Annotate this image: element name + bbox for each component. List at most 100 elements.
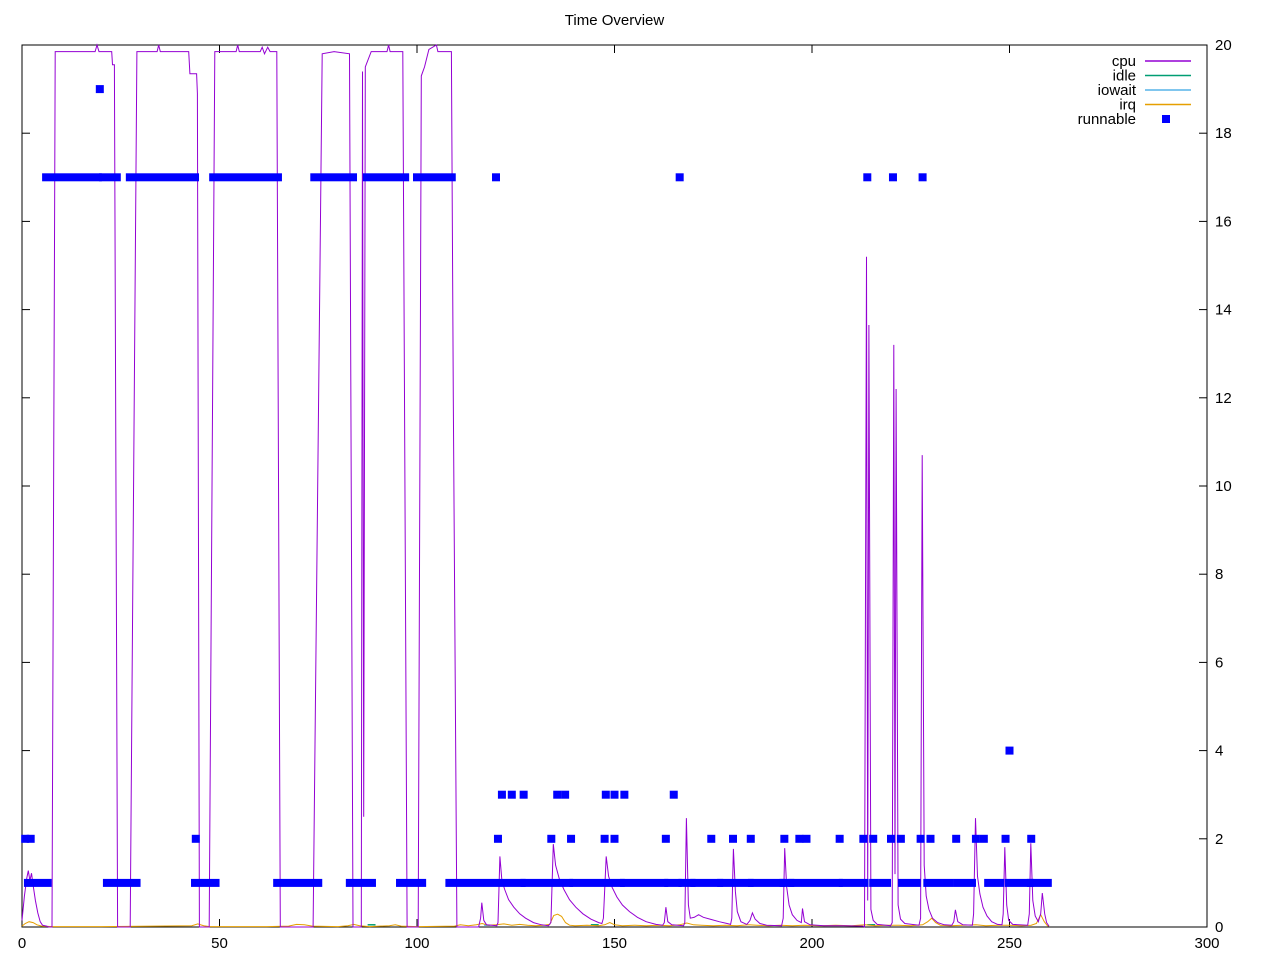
runnable-bar <box>102 878 141 887</box>
runnable-bar <box>747 878 786 887</box>
runnable-bar <box>445 878 526 887</box>
runnable-point <box>746 834 755 843</box>
runnable-point <box>888 173 897 182</box>
runnable-point <box>497 790 506 799</box>
runnable-point <box>561 790 570 799</box>
runnable-point <box>859 834 868 843</box>
runnable-bar <box>42 173 102 182</box>
runnable-bar <box>209 173 282 182</box>
runnable-point <box>780 834 789 843</box>
runnable-bar <box>690 878 724 887</box>
runnable-bar <box>569 878 625 887</box>
x-tick-label: 0 <box>18 935 26 952</box>
runnable-point <box>887 834 895 843</box>
y-tick-label: 18 <box>1215 125 1232 142</box>
runnable-point <box>835 834 844 843</box>
runnable-point <box>1027 834 1036 843</box>
runnable-bar <box>619 878 669 887</box>
y-tick-label: 2 <box>1215 831 1223 848</box>
runnable-bar <box>717 878 754 887</box>
runnable-bar <box>191 878 220 887</box>
runnable-bar <box>413 173 456 182</box>
runnable-point <box>707 834 716 843</box>
legend-label-cpu: cpu <box>1112 53 1136 70</box>
runnable-point <box>601 790 610 799</box>
runnable-point <box>952 834 961 843</box>
x-tick-label: 100 <box>404 935 429 952</box>
runnable-point <box>916 834 925 843</box>
runnable-point <box>610 834 619 843</box>
runnable-point <box>669 790 678 799</box>
runnable-bar <box>520 878 574 887</box>
runnable-bar <box>664 878 682 887</box>
runnable-point <box>795 834 804 843</box>
runnable-bar <box>98 173 121 182</box>
y-tick-label: 6 <box>1215 654 1223 671</box>
runnable-bar <box>310 173 358 182</box>
runnable-point <box>896 834 905 843</box>
plot-border <box>21 44 1208 928</box>
runnable-point <box>507 790 516 799</box>
legend-label-idle: idle <box>1113 68 1136 85</box>
runnable-bar <box>923 878 954 887</box>
runnable-point <box>620 790 629 799</box>
legend-label-runnable: runnable <box>1078 111 1136 128</box>
x-tick-label: 150 <box>602 935 627 952</box>
chart-title: Time Overview <box>564 12 665 29</box>
x-tick-label: 300 <box>1194 935 1219 952</box>
runnable-bar <box>779 878 795 887</box>
runnable-point <box>493 834 502 843</box>
runnable-bar <box>953 878 976 887</box>
runnable-bar <box>345 878 376 887</box>
runnable-bar <box>125 173 200 182</box>
runnable-point <box>926 834 935 843</box>
y-tick-label: 4 <box>1215 743 1223 760</box>
irq-line <box>21 913 1050 928</box>
runnable-bar <box>838 878 869 887</box>
y-tick-label: 8 <box>1215 566 1223 583</box>
runnable-bar <box>984 878 1005 887</box>
legend-label-irq: irq <box>1119 97 1136 114</box>
runnable-bar <box>396 878 427 887</box>
y-tick-label: 20 <box>1215 37 1232 54</box>
runnable-point <box>1005 746 1014 755</box>
runnable-point <box>567 834 576 843</box>
legend-sample-runnable <box>1162 115 1170 123</box>
y-tick-label: 12 <box>1215 390 1232 407</box>
runnable-point <box>519 790 528 799</box>
x-tick-label: 250 <box>997 935 1022 952</box>
runnable-bar <box>1026 878 1052 887</box>
runnable-bar <box>273 878 323 887</box>
y-tick-label: 16 <box>1215 213 1232 230</box>
runnable-point <box>1001 834 1010 843</box>
runnable-bar <box>898 878 921 887</box>
runnable-point <box>95 85 104 94</box>
runnable-points <box>21 85 1052 887</box>
runnable-bar <box>869 878 892 887</box>
runnable-point <box>971 834 980 843</box>
runnable-bar <box>1004 878 1034 887</box>
cpu-line <box>21 43 1050 928</box>
runnable-point <box>675 173 684 182</box>
runnable-point <box>661 834 670 843</box>
runnable-bar <box>678 878 696 887</box>
x-tick-label: 50 <box>211 935 228 952</box>
runnable-point <box>191 834 200 843</box>
runnable-point <box>26 834 35 843</box>
runnable-bar <box>788 878 843 887</box>
y-tick-label: 10 <box>1215 478 1232 495</box>
runnable-point <box>547 834 556 843</box>
legend-label-iowait: iowait <box>1098 82 1137 99</box>
runnable-point <box>869 834 878 843</box>
runnable-point <box>553 790 562 799</box>
x-tick-label: 200 <box>799 935 824 952</box>
runnable-point <box>729 834 737 843</box>
runnable-point <box>863 173 872 182</box>
runnable-point <box>600 834 609 843</box>
runnable-point <box>802 834 811 843</box>
y-tick-label: 14 <box>1215 302 1232 319</box>
